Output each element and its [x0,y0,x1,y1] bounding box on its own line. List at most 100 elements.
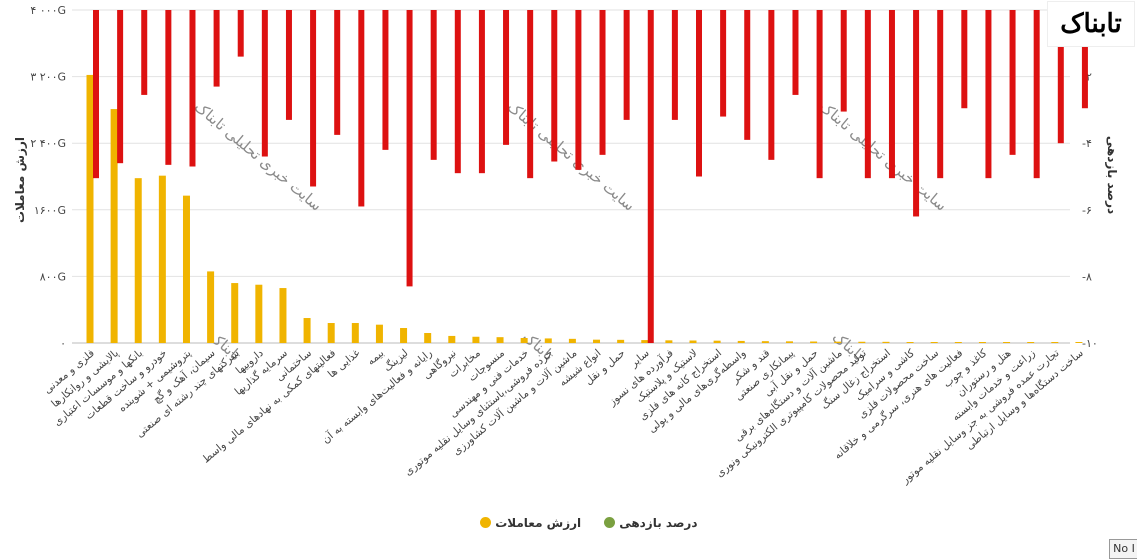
trade-value-bar[interactable] [158,175,166,343]
return-bar[interactable] [913,10,920,217]
series-trade-value [86,74,1083,343]
return-bar[interactable] [623,10,630,120]
trade-value-bar[interactable] [255,284,263,343]
return-bar[interactable] [334,10,341,135]
return-bar[interactable] [671,10,678,120]
trade-value-bar[interactable] [182,195,190,343]
trade-value-bar[interactable] [472,336,480,343]
trade-value-bar[interactable] [544,338,552,343]
return-bar[interactable] [503,10,510,145]
trade-value-bar[interactable] [568,338,576,343]
return-bar[interactable] [720,10,727,117]
return-bar[interactable] [1057,10,1064,144]
return-bar[interactable] [937,10,944,179]
trade-value-bar[interactable] [400,328,408,343]
return-bar[interactable] [575,10,582,170]
trade-value-bar[interactable] [737,340,745,343]
trade-value-bar[interactable] [1003,342,1011,343]
watermark-text: سایت خبری تحلیلی تابناک [816,98,950,215]
legend-marker-yellow [480,517,491,528]
trade-value-bar[interactable] [761,341,769,343]
trade-value-bar[interactable] [1075,342,1083,343]
left-tick-label: ۱۶۰۰G [34,204,66,217]
return-bar[interactable] [888,10,895,179]
return-bar[interactable] [165,10,172,165]
trade-value-bar[interactable] [665,340,673,343]
trade-value-bar[interactable] [303,318,311,343]
return-bar[interactable] [816,10,823,179]
trade-value-bar[interactable] [424,333,432,343]
left-axis-ticks: ۰ ۸۰۰G ۱۶۰۰G ۲ ۴۰۰G ۳ ۲۰۰G ۴ ۰۰۰G [30,4,66,350]
return-bar[interactable] [985,10,992,179]
series-return-percent [93,10,1088,343]
legend-marker-green [604,517,615,528]
return-bar[interactable] [1009,10,1016,155]
return-bar[interactable] [93,10,99,179]
trade-value-bar[interactable] [954,342,962,343]
trade-value-bar[interactable] [906,342,914,343]
trade-value-bar[interactable] [1051,342,1059,343]
return-bar[interactable] [792,10,799,95]
trade-value-bar[interactable] [593,339,601,343]
trade-value-bar[interactable] [279,288,287,343]
return-bar[interactable] [310,10,317,187]
trade-value-bar[interactable] [858,341,866,343]
return-bar[interactable] [599,10,606,155]
left-tick-label: ۳ ۲۰۰G [30,71,66,84]
return-bar[interactable] [768,10,775,160]
return-bar[interactable] [696,10,702,177]
trade-value-bar[interactable] [713,340,721,343]
return-bar[interactable] [141,10,148,95]
trade-value-bar[interactable] [496,337,504,343]
trade-value-bar[interactable] [86,74,94,343]
trade-value-bar[interactable] [978,342,986,343]
return-bar[interactable] [527,10,534,179]
right-tick-label: -۴ [1082,137,1092,150]
left-tick-label: ۰ [60,337,66,350]
trade-value-bar[interactable] [520,338,528,343]
return-bar[interactable] [237,10,244,57]
return-bar[interactable] [961,10,968,109]
return-bar[interactable] [454,10,461,174]
return-bar[interactable] [213,10,220,87]
trade-value-bar[interactable] [930,342,938,343]
trade-value-bar[interactable] [834,341,842,343]
return-bar[interactable] [406,10,413,287]
return-bar[interactable] [744,10,751,140]
trade-value-bar[interactable] [641,340,649,343]
trade-value-bar[interactable] [785,341,793,343]
return-bar[interactable] [189,10,196,167]
return-bar[interactable] [285,10,292,120]
trade-value-bar[interactable] [882,341,890,343]
trade-value-bar[interactable] [327,323,335,343]
legend-item-trade-value[interactable]: ارزش معاملات [474,516,581,530]
left-tick-label: ۲ ۴۰۰G [30,137,66,150]
trade-value-bar[interactable] [810,341,818,343]
return-bar[interactable] [117,10,124,164]
trade-value-bar[interactable] [689,340,697,343]
return-bar[interactable] [840,10,847,112]
return-bar[interactable] [261,10,268,157]
trade-value-bar[interactable] [134,178,142,343]
trade-value-bar[interactable] [448,335,456,343]
return-bar[interactable] [382,10,389,150]
trade-value-bar[interactable] [351,323,359,343]
trade-value-bar[interactable] [207,271,215,343]
right-tick-label: -۱۰ [1082,337,1098,350]
trade-value-bar[interactable] [617,339,625,343]
return-bar[interactable] [430,10,437,160]
return-bar[interactable] [358,10,365,207]
return-bar[interactable] [864,10,871,179]
return-bar[interactable] [551,10,558,162]
trade-value-bar[interactable] [1027,342,1035,343]
legend-item-return-percent[interactable]: درصد بازدهی [598,516,698,530]
return-bar[interactable] [1081,10,1088,109]
trade-value-bar[interactable] [110,109,118,343]
return-bar[interactable] [647,10,654,343]
trade-value-bar[interactable] [375,324,383,343]
return-bar[interactable] [1033,10,1040,179]
return-bar[interactable] [478,10,485,174]
trade-value-bar[interactable] [231,283,239,343]
